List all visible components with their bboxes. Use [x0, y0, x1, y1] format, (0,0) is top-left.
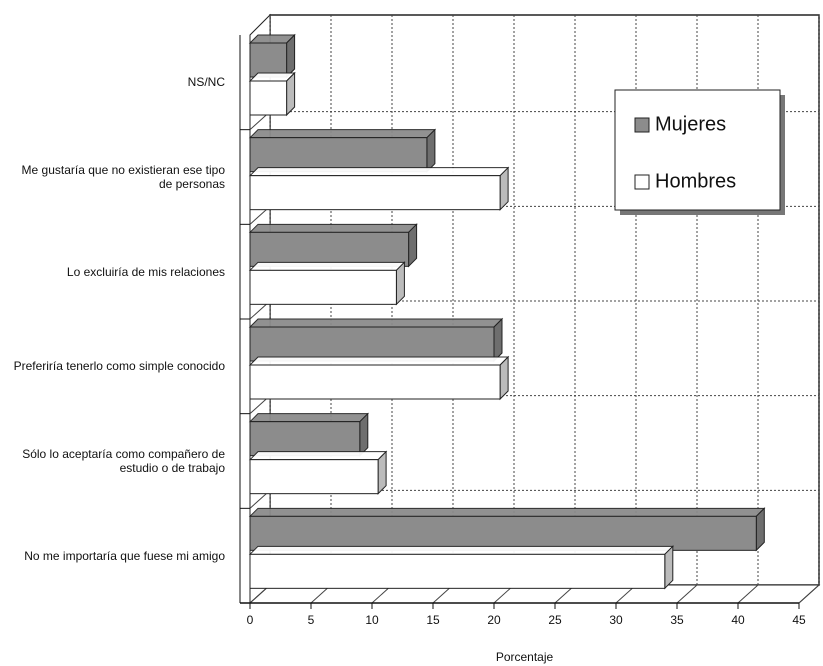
bar-side [426, 128, 436, 173]
legend-label: Mujeres [655, 113, 726, 135]
x-tick-label: 5 [308, 613, 315, 627]
x-tick-label: 20 [487, 613, 501, 627]
x-axis-label: Porcentaje [496, 650, 554, 664]
legend-label: Hombres [655, 170, 736, 192]
bar-top [248, 129, 437, 139]
bar-side [286, 71, 296, 117]
x-tick-label: 45 [792, 613, 806, 627]
bar-top [248, 223, 418, 233]
bar [249, 421, 361, 457]
bar-top [248, 507, 766, 517]
bar [249, 553, 666, 589]
bar [249, 515, 757, 551]
x-tick-label: 25 [548, 613, 562, 627]
floor-line [737, 584, 759, 604]
bar-side [359, 412, 369, 457]
bar-side [664, 545, 674, 590]
bar-side [755, 507, 765, 552]
bar [249, 231, 410, 267]
bar-top [248, 413, 370, 423]
floor-line [676, 584, 698, 604]
x-tick-label: 10 [365, 613, 379, 627]
bar [249, 326, 495, 362]
category-label: Sólo lo aceptaría como compañero de estu… [22, 446, 225, 475]
category-label: NS/NC [187, 75, 225, 90]
bar-side [286, 33, 296, 79]
bar-side [408, 223, 418, 268]
category-label: Preferiría tenerlo como simple conocido [13, 359, 225, 374]
x-tick-label: 15 [426, 613, 440, 627]
bar-top [248, 356, 510, 366]
legend-box [614, 89, 781, 211]
x-tick-label: 0 [247, 613, 254, 627]
bar [249, 269, 397, 305]
bar-top [248, 261, 406, 271]
bar-top [248, 318, 504, 328]
bar-side [499, 166, 509, 211]
bar-side [395, 261, 405, 306]
bar [249, 42, 288, 78]
bar [249, 175, 501, 211]
bar [249, 364, 501, 400]
bar-top [248, 451, 388, 461]
bar [249, 80, 288, 116]
bar-top [248, 545, 675, 555]
legend-swatch [634, 117, 650, 133]
bar-side [499, 355, 509, 401]
x-tick-label: 30 [609, 613, 623, 627]
category-label: No me importaría que fuese mi amigo [24, 548, 225, 563]
bar [249, 459, 379, 495]
x-tick-label: 35 [670, 613, 684, 627]
category-label: Lo excluiría de mis relaciones [66, 264, 225, 279]
bar-side [377, 450, 387, 495]
bar-side [493, 317, 503, 363]
bar-top [248, 167, 510, 177]
legend-swatch [634, 174, 650, 190]
category-label: Me gustaría que no existieran ese tipo d… [21, 162, 225, 191]
floor-line [798, 584, 820, 604]
bar [249, 137, 428, 173]
x-tick-label: 40 [731, 613, 745, 627]
